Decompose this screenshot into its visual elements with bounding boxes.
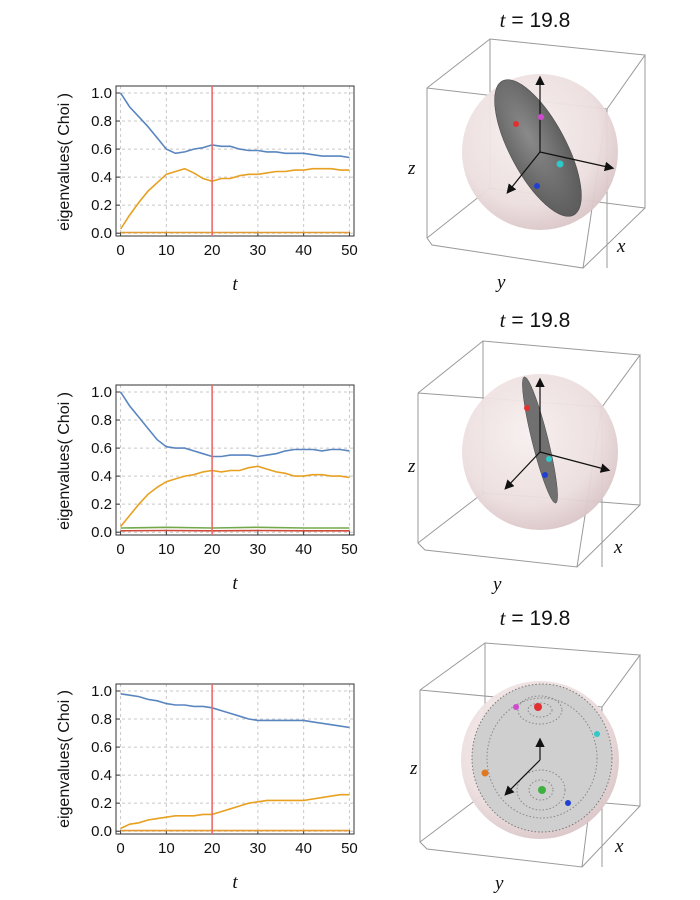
chart-3-ytick-label-3: 0.6 [91, 739, 112, 756]
chart-3-ytick-label-4: 0.8 [91, 711, 112, 728]
panel-1-title: t = 19.8 [500, 8, 571, 32]
panel-3-title: t = 19.8 [500, 606, 571, 630]
chart-2-plot: 0 10 20 30 40 50 0.0 0.2 0.4 0.6 0.8 1.0 [91, 384, 358, 558]
panel-3-title-var: t [500, 606, 507, 630]
chart-3-ytick-label-0: 0.0 [91, 823, 112, 840]
chart-3-plot: 0 10 20 30 40 50 0.0 0.2 0.4 0.6 0.8 1.0 [91, 683, 358, 857]
panel-3-title-eq: = 19.8 [506, 607, 571, 630]
chart-2: eigenvalues( Choi ) t [56, 392, 238, 594]
chart-3-ytick-label-2: 0.4 [91, 767, 112, 784]
chart-1-xtick-label-0: 0 [116, 242, 124, 259]
chart-2-ytick-label-2: 0.4 [91, 468, 112, 485]
panel-1-axis-x: x [616, 236, 626, 257]
chart-3: eigenvalues( Choi ) t [56, 690, 238, 893]
chart-2-series-1 [119, 391, 350, 458]
panel-2-title-eq: = 19.8 [506, 309, 571, 332]
panel-3-axes [504, 737, 545, 796]
chart-2-xtick-label-3: 30 [250, 541, 267, 558]
chart-3-ylabel: eigenvalues( Choi ) [56, 690, 73, 828]
panel-3-axis-z: z [409, 758, 418, 779]
chart-1-xtick-label-4: 40 [295, 242, 312, 259]
panel-1-title-eq: = 19.8 [506, 9, 571, 32]
panel-3-contours [486, 695, 598, 819]
bloch-panel-1: t = 19.8 z x y [407, 8, 646, 293]
panel-1-axis-y: y [495, 272, 506, 293]
bloch-panel-2: t = 19.8 z x y [407, 308, 641, 595]
panel-1-markers [513, 114, 564, 189]
panel-1-title-var: t [500, 8, 507, 32]
chart-3-xtick-label-0: 0 [116, 840, 124, 857]
panel-2-axis-z: z [407, 456, 416, 477]
chart-3-xtick-label-5: 50 [341, 840, 358, 857]
chart-1-xtick-label-2: 20 [204, 242, 221, 259]
chart-2-ytick-label-5: 1.0 [91, 384, 112, 401]
chart-3-xlabel: t [232, 872, 238, 893]
chart-1-xtick-label-3: 30 [250, 242, 267, 259]
bloch-panel-3: t = 19.8 z [409, 606, 641, 894]
chart-2-ylabel: eigenvalues( Choi ) [56, 392, 73, 530]
chart-1-ytick-label-4: 0.8 [91, 113, 112, 130]
chart-1-ytick-label-5: 1.0 [91, 85, 112, 102]
panel-3-axis-x: x [614, 836, 624, 857]
chart-3-xtick-label-1: 10 [158, 840, 175, 857]
chart-2-xtick-label-5: 50 [341, 541, 358, 558]
panel-2-title: t = 19.8 [500, 308, 571, 332]
chart-1-ylabel: eigenvalues( Choi ) [56, 93, 73, 231]
chart-1-ytick-label-3: 0.6 [91, 141, 112, 158]
panel-3-axis-y: y [493, 873, 504, 894]
chart-3-xtick-label-4: 40 [295, 840, 312, 857]
chart-3-ytick-label-1: 0.2 [91, 795, 112, 812]
chart-1-xlabel: t [232, 274, 238, 295]
panel-1-axis-z: z [407, 158, 416, 179]
chart-2-ytick-label-4: 0.8 [91, 412, 112, 429]
chart-2-ytick-label-1: 0.2 [91, 496, 112, 513]
panel-2-title-var: t [500, 308, 507, 332]
panel-2-axes [504, 377, 611, 490]
chart-1-ytick-label-0: 0.0 [91, 225, 112, 242]
chart-1-series-1 [119, 92, 350, 159]
panel-2-axis-y: y [491, 574, 502, 595]
chart-1-frame [115, 85, 355, 237]
chart-3-xtick-label-2: 20 [204, 840, 221, 857]
chart-1: eigenvalues( Choi ) t [56, 93, 238, 295]
chart-2-series-3 [120, 526, 350, 529]
panel-3-dot-sphere [471, 683, 613, 833]
chart-2-ytick-label-0: 0.0 [91, 524, 112, 541]
chart-2-series-2 [119, 465, 350, 528]
chart-1-ytick-label-1: 0.2 [91, 197, 112, 214]
chart-1-series-2 [119, 167, 350, 230]
chart-1-plot: 0 10 20 30 40 50 0.0 0.2 0.4 0.6 0.8 1.0 [91, 85, 358, 259]
chart-2-xtick-label-0: 0 [116, 541, 124, 558]
chart-1-xtick-label-1: 10 [158, 242, 175, 259]
chart-2-xlabel: t [232, 573, 238, 594]
chart-3-series-1 [120, 693, 350, 729]
chart-3-series-2 [120, 793, 350, 830]
chart-1-xtick-label-5: 50 [341, 242, 358, 259]
panel-2-markers [524, 405, 552, 478]
panel-3-markers [481, 703, 600, 806]
chart-3-xtick-label-3: 30 [250, 840, 267, 857]
chart-2-xtick-label-2: 20 [204, 541, 221, 558]
chart-3-ytick-label-5: 1.0 [91, 683, 112, 700]
chart-3-frame [115, 683, 355, 835]
chart-2-ytick-label-3: 0.6 [91, 440, 112, 457]
chart-2-frame [115, 384, 355, 536]
panel-2-axis-x: x [613, 537, 623, 558]
panel-1-ellipsoid [494, 79, 582, 217]
chart-1-ytick-label-2: 0.4 [91, 169, 112, 186]
chart-2-xtick-label-4: 40 [295, 541, 312, 558]
chart-2-xtick-label-1: 10 [158, 541, 175, 558]
